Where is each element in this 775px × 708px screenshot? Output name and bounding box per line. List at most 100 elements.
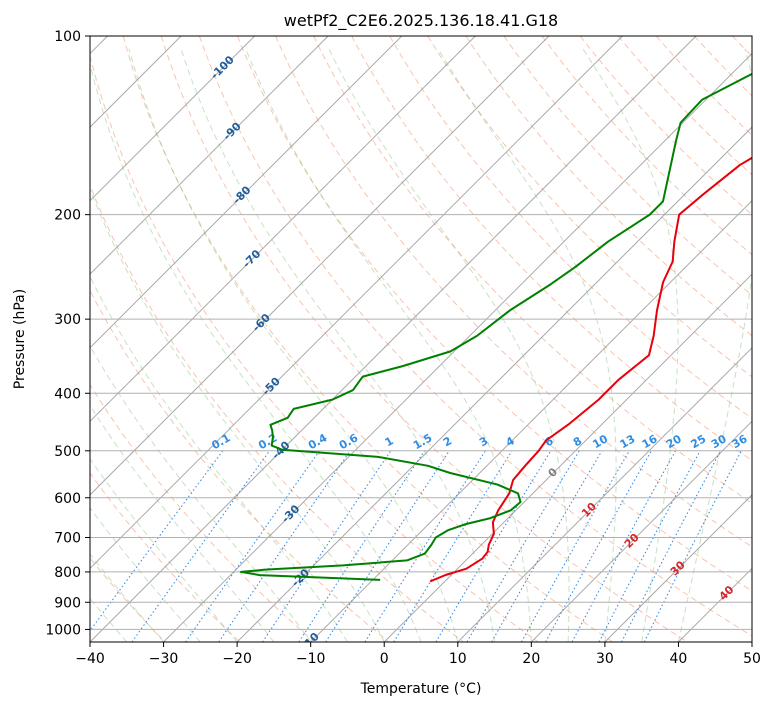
isotherm-line (236, 126, 752, 642)
isotherm-line (383, 273, 752, 642)
mixing-ratio-line (298, 450, 426, 642)
mixing-ratio-label: 30 (709, 432, 729, 451)
mixing-ratio-line (90, 450, 224, 632)
dry-adiabat-line (503, 36, 752, 296)
mixing-ratio-label: 0.4 (306, 431, 330, 452)
mixing-ratio-label: 36 (730, 432, 750, 451)
mixing-ratio-label: 10 (590, 432, 610, 451)
isotherm-line (90, 36, 403, 349)
mixing-ratio-label: 2 (441, 434, 454, 449)
y-tick-label: 200 (54, 208, 81, 224)
x-tick-label: −10 (296, 651, 326, 667)
mixing-ratio-label: 3 (477, 434, 490, 449)
isotherm-label: -90 (221, 119, 244, 142)
dry-adiabat-line (389, 36, 752, 420)
y-axis-title: Pressure (hPa) (12, 289, 28, 389)
isotherm-label: 0 (546, 465, 561, 480)
moist-adiabat-line (90, 62, 422, 642)
dry-adiabat-line (655, 36, 752, 136)
isotherm-label: 10 (579, 500, 599, 520)
y-tick-label: 600 (54, 491, 81, 507)
isotherm-line (90, 36, 256, 202)
mixing-ratio-line (364, 450, 486, 642)
y-tick-label: 100 (54, 29, 81, 45)
mixing-ratio-line (643, 450, 742, 642)
mixing-ratio-line (131, 450, 271, 642)
grid-lines (90, 36, 752, 630)
mixing-ratio-label: 0.1 (209, 431, 232, 452)
x-tick-label: 30 (596, 651, 614, 667)
isotherm-line (678, 567, 752, 642)
dry-adiabat-line (90, 289, 390, 642)
dry-adiabat-line (770, 36, 775, 642)
isotherm-line (90, 36, 476, 423)
moist-adiabat-line (328, 48, 570, 642)
x-tick-label: 40 (670, 651, 688, 667)
plot-frame (89, 35, 753, 643)
isotherm-line (90, 36, 550, 496)
mixing-ratio-label: 13 (618, 432, 638, 451)
isotherm-label: -50 (260, 375, 283, 398)
moist-adiabat-line (90, 275, 348, 642)
dry-adiabat-line (90, 184, 464, 642)
x-tick-label: −40 (75, 651, 105, 667)
mixing-ratio-line (185, 450, 320, 642)
dry-adiabat-line (732, 36, 752, 57)
isoline-labels: 0.1 0.2 0.4 0.6 1 1.5 2 3 4 6 8 10 13 16 20 25 30 36-100-… (208, 53, 750, 642)
y-tick-label: 700 (54, 531, 81, 547)
moist-adiabat-line (582, 48, 679, 642)
moist-adiabat-line (90, 507, 201, 642)
x-tick-label: 10 (449, 651, 467, 667)
moist-adiabat-line (128, 48, 459, 642)
x-tick-label: −30 (149, 651, 179, 667)
mixing-ratio-label: 1.5 (411, 431, 434, 452)
dry-adiabat-line (236, 36, 752, 592)
x-tick-label: 50 (743, 651, 761, 667)
isotherm-line (310, 199, 752, 642)
x-axis-title: Temperature (°C) (360, 681, 482, 697)
moist-adiabat-line (90, 553, 164, 642)
isotherm-line (90, 36, 697, 642)
moist-adiabat-line (90, 404, 275, 642)
dry-adiabat-line (122, 36, 614, 642)
moist-adiabat-line (90, 344, 312, 642)
y-tick-label: 800 (54, 565, 81, 581)
isotherm-line (530, 420, 752, 642)
isotherm-line (163, 52, 752, 642)
chart-title: wetPf2_C2E6.2025.136.18.41.G18 (284, 11, 558, 31)
dry-adiabat-line (617, 36, 752, 176)
mixing-ratio-line (571, 450, 677, 642)
moist-adiabat-line (245, 48, 532, 642)
isotherm-line (751, 641, 752, 642)
moist-adiabat-line (677, 48, 752, 642)
dry-adiabat-line (90, 472, 241, 642)
isotherm-line (90, 36, 329, 275)
isotherm-label: -30 (279, 502, 302, 525)
temperature-profile-line (429, 156, 752, 583)
dry-adiabat-line (90, 54, 539, 642)
x-tick-label: 20 (522, 651, 540, 667)
y-tick-label: 1000 (45, 622, 81, 638)
moist-adiabat-line (90, 187, 385, 642)
dry-adiabat-line (313, 36, 752, 504)
moist-adiabat-line (180, 48, 496, 642)
mixing-ratio-line (621, 450, 722, 642)
y-tick-label: 500 (54, 444, 81, 460)
dry-adiabat-line (275, 36, 752, 548)
dewpoint-profile-line (239, 72, 752, 581)
isotherm-line (604, 494, 752, 642)
axis-layer: −40 −30 −20 −10 0 10 20 30 40 5010020030040050060… (45, 29, 761, 667)
moist-adiabat-line (90, 457, 238, 642)
mixing-ratio-label: 8 (571, 434, 584, 449)
x-tick-label: −20 (222, 651, 252, 667)
mixing-ratio-label: 1 (383, 434, 396, 449)
isotherm-line (90, 36, 623, 570)
y-tick-label: 900 (54, 595, 81, 611)
isotherm-line (457, 347, 752, 642)
mixing-ratio-line (218, 450, 351, 642)
mixing-ratio-label: 20 (664, 432, 684, 451)
dry-adiabat-line (541, 36, 752, 256)
dry-adiabat-line (351, 36, 752, 462)
